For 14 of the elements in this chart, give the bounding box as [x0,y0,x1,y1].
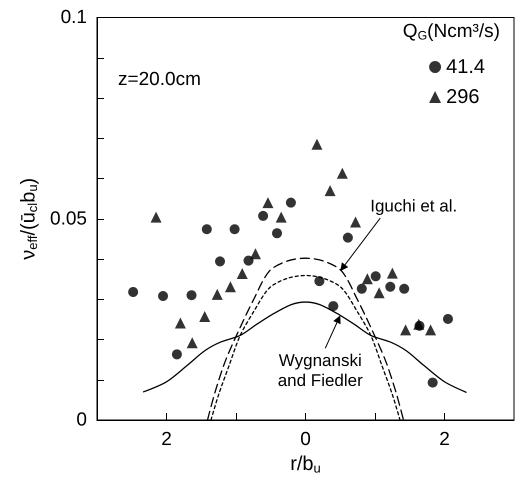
legend-title: QG(Ncm³/s) [402,21,500,42]
y-tick-label: 0 [76,410,87,430]
legend-label: 41.4 [446,56,486,78]
x-tick-label: 0 [300,429,311,450]
x-tick-label: 2 [161,429,172,450]
x-tick-label: 2 [439,429,450,450]
y-tick-label: 0.05 [50,208,87,230]
legend-label: 296 [446,86,480,108]
y-tick-label: 0.1 [60,7,87,28]
y-axis-title: νeff/(ūclbu) [18,178,40,260]
annotation: Iguchi et al. [370,196,458,216]
annotation: z=20.0cm [118,69,201,90]
annotation: Wygnanski and Fiedler [278,350,364,390]
x-axis-title: r/bu [290,452,321,476]
